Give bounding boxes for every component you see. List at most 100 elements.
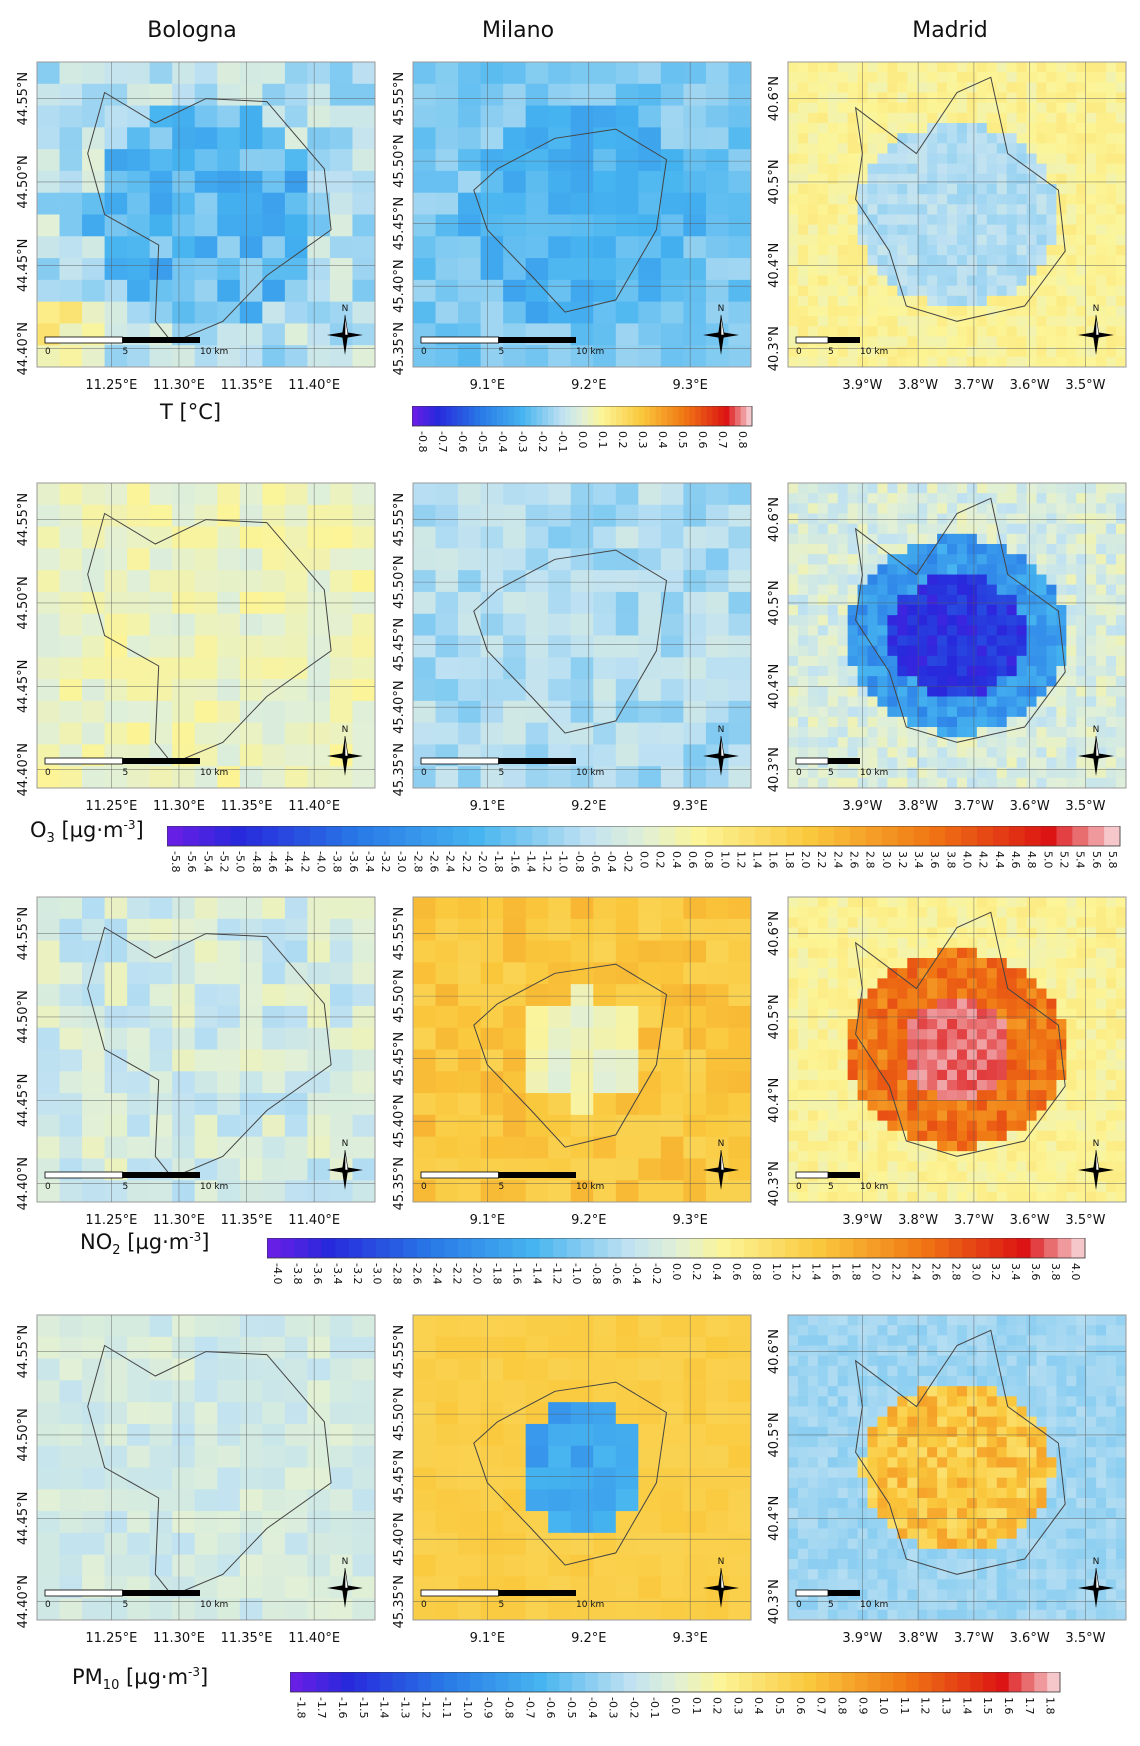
map-cell xyxy=(997,337,1007,348)
map-cell xyxy=(1086,928,1096,939)
x-tick-label: 11.25°E xyxy=(85,1631,137,1646)
map-cell xyxy=(1096,113,1106,124)
map-cell xyxy=(1116,747,1126,758)
map-cell xyxy=(661,570,684,592)
map-cell xyxy=(917,656,927,667)
map-cell xyxy=(877,204,887,215)
map-cell xyxy=(481,962,504,984)
map-cell xyxy=(240,258,263,280)
map-cell xyxy=(887,1182,897,1193)
map-cell xyxy=(977,316,987,327)
map-cell xyxy=(907,605,917,616)
map-cell xyxy=(838,636,848,647)
map-cell xyxy=(967,1100,977,1111)
map-cell xyxy=(262,701,285,723)
map-cell xyxy=(217,1380,240,1402)
map-cell xyxy=(907,72,917,83)
map-cell xyxy=(458,1424,481,1446)
map-cell xyxy=(593,1468,616,1490)
map-cell xyxy=(788,907,798,918)
map-cell xyxy=(877,636,887,647)
map-cell xyxy=(1017,82,1027,93)
map-cell xyxy=(897,1100,907,1111)
map-cell xyxy=(105,236,128,258)
map-cell xyxy=(1096,544,1106,555)
map-cell xyxy=(848,1141,858,1152)
map-cell xyxy=(1116,636,1126,647)
map-cell xyxy=(1007,1161,1017,1172)
scale-bar xyxy=(123,1172,201,1178)
map-cell xyxy=(967,483,977,494)
map-cell xyxy=(1046,958,1056,969)
map-cell xyxy=(661,701,684,723)
x-tick-label: 9.3°E xyxy=(672,1213,707,1228)
map-cell xyxy=(897,778,907,789)
map-cell xyxy=(1046,768,1056,779)
map-cell xyxy=(458,701,481,723)
map-cell xyxy=(808,306,818,317)
map-cell xyxy=(977,215,987,226)
map-cell xyxy=(1106,615,1116,626)
map-cell xyxy=(838,958,848,969)
map-cell xyxy=(683,1315,706,1337)
map-cell xyxy=(526,483,549,505)
map-cell xyxy=(868,727,878,738)
map-cell xyxy=(927,245,937,256)
map-cell xyxy=(1017,1161,1027,1172)
map-cell xyxy=(987,347,997,358)
map-cell xyxy=(788,514,798,525)
map-cell xyxy=(548,941,571,963)
map-cell xyxy=(868,306,878,317)
map-cell xyxy=(997,1070,1007,1081)
map-cell xyxy=(1046,337,1056,348)
map-cell xyxy=(808,1050,818,1061)
map-cell xyxy=(937,768,947,779)
map-cell xyxy=(937,1172,947,1183)
map-cell xyxy=(1076,958,1086,969)
map-cell xyxy=(838,174,848,185)
map-cell xyxy=(858,93,868,104)
map-cell xyxy=(1096,1111,1106,1122)
map-cell xyxy=(838,326,848,337)
map-cell xyxy=(1027,686,1037,697)
map-cell xyxy=(977,676,987,687)
map-cell xyxy=(1017,768,1027,779)
map-cell xyxy=(957,727,967,738)
map-cell xyxy=(937,72,947,83)
map-cell xyxy=(838,676,848,687)
map-cell xyxy=(788,625,798,636)
map-cell xyxy=(1007,93,1017,104)
map-cell xyxy=(458,215,481,237)
map-cell xyxy=(1027,656,1037,667)
map-cell xyxy=(526,527,549,549)
map-cell xyxy=(60,1337,83,1359)
map-cell xyxy=(82,1315,105,1337)
map-cell xyxy=(1066,225,1076,236)
map-cell xyxy=(808,575,818,586)
map-cell xyxy=(868,676,878,687)
y-tick-label: 40.4°N xyxy=(767,1078,782,1123)
map-cell xyxy=(828,958,838,969)
map-cell xyxy=(503,941,526,963)
map-cell xyxy=(887,326,897,337)
map-cell xyxy=(788,225,798,236)
map-cell xyxy=(788,316,798,327)
map-cell xyxy=(1096,164,1106,175)
map-cell xyxy=(798,306,808,317)
map-cell xyxy=(127,280,150,302)
map-cell xyxy=(330,527,353,549)
map-cell xyxy=(987,554,997,565)
map-cell xyxy=(808,194,818,205)
map-cell xyxy=(1017,204,1027,215)
scale-bar-label: 10 km xyxy=(200,768,228,778)
map-cell xyxy=(798,204,808,215)
map-cell xyxy=(828,255,838,266)
map-cell xyxy=(818,948,828,959)
map-cell xyxy=(897,636,907,647)
map-cell xyxy=(897,143,907,154)
scale-bar-label: 10 km xyxy=(860,347,888,357)
map-cell xyxy=(1116,225,1126,236)
map-cell xyxy=(150,302,173,324)
